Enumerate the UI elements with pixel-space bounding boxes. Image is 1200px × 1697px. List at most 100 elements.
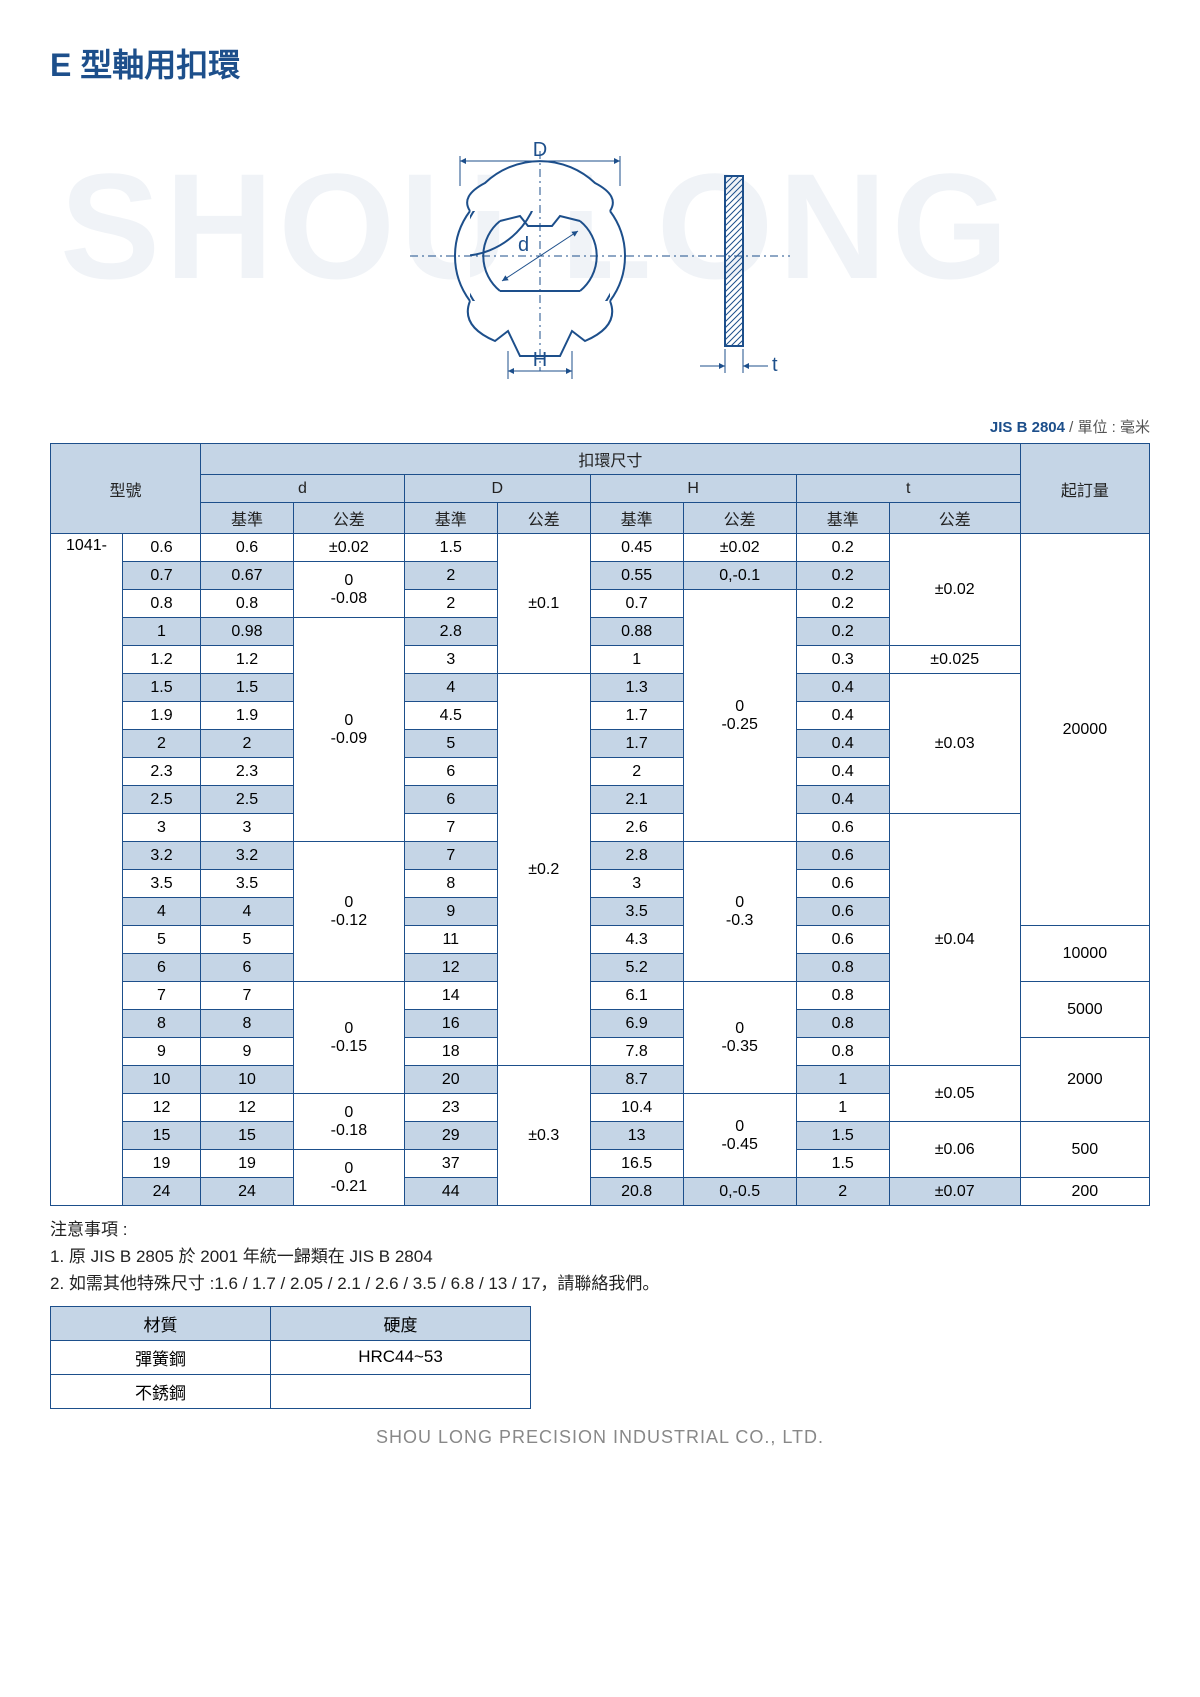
- cell-H-base: 2.8: [590, 842, 683, 870]
- cell-t-base: 1: [796, 1066, 889, 1094]
- hdr-d-base: 基準: [201, 503, 294, 534]
- cell-H-base: 10.4: [590, 1094, 683, 1122]
- cell-d-base: 7: [201, 982, 294, 1010]
- cell-H-base: 0.7: [590, 590, 683, 618]
- material-cell: [271, 1374, 531, 1408]
- cell-size: 3.5: [123, 870, 201, 898]
- cell-D-base: 3: [404, 646, 497, 674]
- standard-label: JIS B 2804: [990, 419, 1065, 436]
- cell-H-base: 3.5: [590, 898, 683, 926]
- cell-D-base: 6: [404, 758, 497, 786]
- cell-t-base: 0.8: [796, 954, 889, 982]
- cell-H-base: 2.6: [590, 814, 683, 842]
- cell-d-base: 3: [201, 814, 294, 842]
- cell-D-base: 18: [404, 1038, 497, 1066]
- cell-d-base: 0.8: [201, 590, 294, 618]
- table-row: 3372.60.6±0.04: [51, 814, 1150, 842]
- cell-H-base: 2: [590, 758, 683, 786]
- cell-size: 3: [123, 814, 201, 842]
- cell-H-base: 8.7: [590, 1066, 683, 1094]
- cell-d-base: 2.5: [201, 786, 294, 814]
- notes-line-2: 2. 如需其他特殊尺寸 :1.6 / 1.7 / 2.05 / 2.1 / 2.…: [50, 1270, 1150, 1297]
- cell-t-base: 2: [796, 1178, 889, 1206]
- cell-size: 15: [123, 1122, 201, 1150]
- hdr-d: d: [201, 475, 405, 503]
- cell-D-base: 23: [404, 1094, 497, 1122]
- hdr-D: D: [404, 475, 590, 503]
- hdr-moq: 起訂量: [1020, 444, 1149, 534]
- cell-moq: 500: [1020, 1122, 1149, 1178]
- cell-d-base: 12: [201, 1094, 294, 1122]
- cell-size: 1.9: [123, 702, 201, 730]
- cell-d-base: 0.98: [201, 618, 294, 646]
- cell-D-base: 14: [404, 982, 497, 1010]
- footer-company: SHOU LONG PRECISION INDUSTRIAL CO., LTD.: [50, 1427, 1150, 1448]
- notes-heading: 注意事項 :: [50, 1216, 1150, 1243]
- cell-H-tol: 0 -0.35: [683, 982, 796, 1094]
- cell-size: 0.7: [123, 562, 201, 590]
- cell-d-base: 1.2: [201, 646, 294, 674]
- hdr-model: 型號: [51, 444, 201, 534]
- cell-H-base: 6.9: [590, 1010, 683, 1038]
- cell-t-base: 0.6: [796, 814, 889, 842]
- cell-size: 2: [123, 730, 201, 758]
- cell-H-base: 0.45: [590, 534, 683, 562]
- cell-t-base: 0.6: [796, 870, 889, 898]
- cell-t-tol: ±0.07: [889, 1178, 1020, 1206]
- cell-t-base: 1.5: [796, 1150, 889, 1178]
- cell-t-tol: ±0.025: [889, 646, 1020, 674]
- cell-d-base: 1.9: [201, 702, 294, 730]
- cell-H-tol: 0 -0.25: [683, 590, 796, 842]
- cell-d-base: 0.6: [201, 534, 294, 562]
- notes-line-1: 1. 原 JIS B 2805 於 2001 年統一歸類在 JIS B 2804: [50, 1243, 1150, 1270]
- cell-t-base: 0.4: [796, 702, 889, 730]
- cell-d-tol: 0 -0.18: [293, 1094, 404, 1150]
- cell-moq: 5000: [1020, 982, 1149, 1038]
- cell-H-tol: 0,-0.1: [683, 562, 796, 590]
- cell-t-base: 0.3: [796, 646, 889, 674]
- cell-D-base: 4: [404, 674, 497, 702]
- cell-D-base: 2: [404, 590, 497, 618]
- cell-d-base: 1.5: [201, 674, 294, 702]
- cell-moq: 200: [1020, 1178, 1149, 1206]
- hdr-ring-size: 扣環尺寸: [201, 444, 1021, 475]
- cell-d-base: 10: [201, 1066, 294, 1094]
- cell-size: 4: [123, 898, 201, 926]
- cell-D-base: 2.8: [404, 618, 497, 646]
- cell-d-tol: 0 -0.08: [293, 562, 404, 618]
- cell-size: 12: [123, 1094, 201, 1122]
- spec-table-head: 型號 扣環尺寸 起訂量 d D H t 基準 公差 基準 公差 基準 公差 基準…: [51, 444, 1150, 534]
- cell-t-tol: ±0.04: [889, 814, 1020, 1066]
- cell-t-base: 0.4: [796, 730, 889, 758]
- hdr-D-base: 基準: [404, 503, 497, 534]
- cell-d-tol: 0 -0.21: [293, 1150, 404, 1206]
- cell-D-base: 11: [404, 926, 497, 954]
- notes-section: 注意事項 : 1. 原 JIS B 2805 於 2001 年統一歸類在 JIS…: [50, 1216, 1150, 1298]
- table-row: 1.51.54±0.21.30.4±0.03: [51, 674, 1150, 702]
- table-row: 101020±0.38.71±0.05: [51, 1066, 1150, 1094]
- cell-D-tol: ±0.1: [497, 534, 590, 674]
- cell-D-base: 2: [404, 562, 497, 590]
- cell-d-base: 0.67: [201, 562, 294, 590]
- spec-table-body: 1041-0.60.6±0.021.5±0.10.45±0.020.2±0.02…: [51, 534, 1150, 1206]
- cell-t-tol: ±0.05: [889, 1066, 1020, 1122]
- unit-label: / 單位 : 毫米: [1065, 419, 1150, 436]
- material-cell: 不銹鋼: [51, 1374, 271, 1408]
- cell-moq: 20000: [1020, 534, 1149, 926]
- cell-size: 1.5: [123, 674, 201, 702]
- cell-H-tol: 0,-0.5: [683, 1178, 796, 1206]
- material-cell: HRC44~53: [271, 1340, 531, 1374]
- cell-t-base: 0.6: [796, 926, 889, 954]
- cell-d-base: 9: [201, 1038, 294, 1066]
- standard-unit-line: JIS B 2804 / 單位 : 毫米: [50, 416, 1150, 437]
- cell-H-base: 13: [590, 1122, 683, 1150]
- cell-t-base: 0.4: [796, 786, 889, 814]
- cell-H-base: 1.7: [590, 730, 683, 758]
- cell-D-tol: ±0.3: [497, 1066, 590, 1206]
- spec-table: 型號 扣環尺寸 起訂量 d D H t 基準 公差 基準 公差 基準 公差 基準…: [50, 443, 1150, 1206]
- cell-size: 2.3: [123, 758, 201, 786]
- cell-D-base: 7: [404, 842, 497, 870]
- cell-D-base: 29: [404, 1122, 497, 1150]
- svg-text:d: d: [518, 234, 529, 256]
- cell-D-base: 16: [404, 1010, 497, 1038]
